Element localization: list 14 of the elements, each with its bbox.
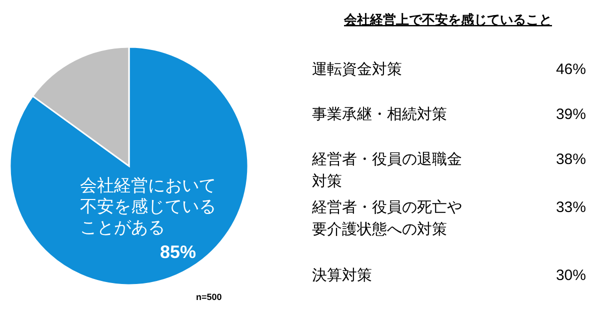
text: 46% xyxy=(556,61,586,78)
category-label: 事業承継・相続対策 xyxy=(312,106,447,123)
text: 33% xyxy=(556,199,586,216)
text: 39% xyxy=(556,106,586,123)
category-label: 経営者・役員の死亡や要介護状態への対策 xyxy=(311,199,462,238)
text: 30% xyxy=(556,267,586,284)
text: 38% xyxy=(556,151,586,168)
category-label: 決算対策 xyxy=(312,267,372,284)
category-label: 運転資金対策 xyxy=(312,61,402,78)
category-label: 経営者・役員の退職金対策 xyxy=(311,151,462,190)
text: n=500 xyxy=(196,292,222,302)
slice-label: 会社経営において不安を感じていることがある xyxy=(80,176,216,237)
text: 会社経営上で不安を感じていること xyxy=(343,12,552,27)
data-label: 85% xyxy=(160,242,196,262)
